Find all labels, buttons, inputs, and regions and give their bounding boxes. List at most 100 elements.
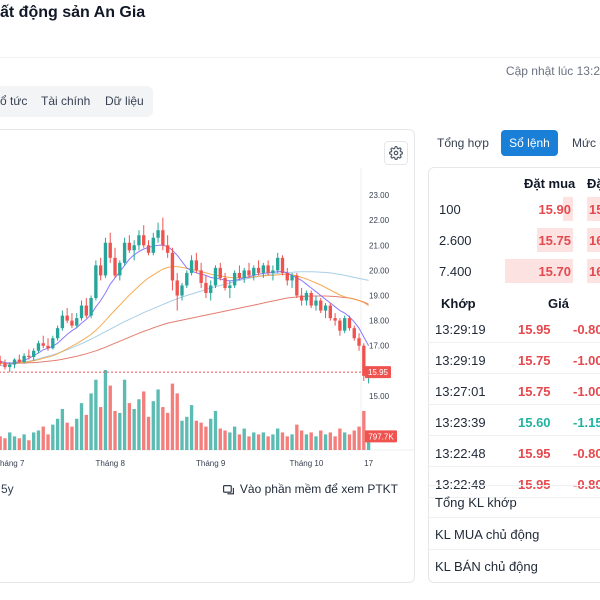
candle-body [295, 275, 299, 296]
candle-body [46, 345, 50, 349]
bid-depth-bar [537, 228, 573, 252]
tab-dividends[interactable]: ổ tức [0, 94, 28, 108]
volume-bar [31, 432, 36, 450]
volume-bar [223, 430, 227, 450]
candle-body [237, 272, 242, 278]
candle-body [194, 260, 199, 271]
section-tabs: ổ tức Tài chính Dữ liệu [0, 86, 153, 117]
volume-bar [127, 403, 132, 450]
y-tick-label: 23.00 [369, 191, 390, 200]
candle-body [185, 272, 189, 286]
volume-bar [180, 420, 184, 450]
order-book-panel: Đặt mua Đặ 100 15.90 15 2.600 15.75 16 7.400 15… [428, 167, 600, 583]
volume-bar [46, 434, 50, 450]
open-ptkt-link[interactable]: Vào phần mềm để xem PTKT [222, 482, 398, 496]
y-tick-label: 17.00 [369, 342, 390, 351]
candle-body [170, 252, 175, 281]
bid-price: 15.75 [538, 233, 571, 248]
volume-bar [189, 405, 194, 450]
volume-bar [333, 436, 337, 450]
order-book-row: 7.400 15.70 16 [429, 256, 600, 286]
volume-bar [194, 420, 199, 450]
match-time: 13:29:19 [435, 322, 486, 337]
volume-bar [352, 430, 356, 450]
time-range-label[interactable]: 5y [1, 482, 14, 496]
candle-body [146, 245, 151, 253]
volume-bar [137, 399, 141, 450]
external-window-icon [223, 484, 234, 494]
candle-body [232, 272, 237, 286]
candle-body [94, 265, 98, 299]
x-tick-label: Tháng 7 [0, 459, 25, 468]
bid-volume: 7.400 [439, 264, 472, 279]
moving-average-long [0, 295, 369, 364]
tab-data[interactable]: Dữ liệu [105, 94, 144, 108]
volume-bar [0, 436, 2, 450]
volume-bar [55, 418, 60, 450]
volume-bar [266, 436, 270, 450]
volume-bar [261, 432, 266, 450]
match-price: 15.60 [518, 415, 551, 430]
volume-bar [328, 432, 333, 450]
bid-price: 15.70 [538, 264, 571, 279]
tab-order-book[interactable]: Sổ lệnh [501, 130, 558, 156]
volume-bar [314, 436, 318, 450]
candle-body [22, 355, 26, 363]
summary-label: Tổng KL khớp [435, 495, 517, 510]
candle-body [328, 305, 333, 319]
candle-body [299, 295, 304, 301]
candlestick-chart[interactable]: 23.0022.0021.0020.0019.0018.0017.0016.00… [0, 130, 415, 470]
candle-body [280, 257, 285, 273]
volume-bar [280, 432, 285, 450]
ptkt-label: Vào phần mềm để xem PTKT [239, 482, 398, 496]
candle-body [84, 305, 88, 316]
candle-body [319, 300, 323, 311]
ask-price: 16 [589, 233, 600, 248]
volume-bar [319, 430, 323, 450]
volume-bar [309, 432, 313, 450]
volume-bar [213, 410, 218, 450]
match-row: 13:29:19 15.75 -1.00 [429, 344, 600, 374]
candle-body [347, 318, 352, 329]
volume-bar [122, 379, 127, 450]
candle-body [247, 270, 251, 276]
summary-label: KL BÁN chủ động [435, 559, 538, 574]
volume-bar [242, 428, 246, 450]
candle-body [132, 245, 136, 251]
candle-body [357, 338, 361, 346]
ask-price: 15 [589, 202, 600, 217]
candle-body [3, 363, 7, 368]
volume-bar [12, 436, 17, 450]
tab-finance[interactable]: Tài chính [41, 94, 91, 108]
volume-bar [89, 393, 93, 450]
bid-volume: 2.600 [439, 233, 472, 248]
volume-bar [204, 426, 208, 450]
match-row: 13:27:01 15.75 -1.00 [429, 375, 600, 405]
candle-body [309, 293, 313, 306]
gear-icon[interactable] [384, 141, 408, 165]
tab-price-levels[interactable]: Mức g [572, 136, 600, 150]
candle-body [175, 280, 179, 296]
candle-body [118, 262, 122, 276]
volume-bar [108, 385, 112, 450]
candle-body [276, 257, 280, 271]
match-change: -0.80 [573, 322, 600, 337]
candle-body [137, 235, 141, 246]
y-tick-label: 21.00 [369, 241, 390, 250]
candle-body [290, 275, 294, 281]
tab-summary[interactable]: Tổng hợp [437, 136, 489, 150]
header-divider [0, 57, 600, 58]
candle-body [252, 267, 256, 276]
ask-cell: 16 [587, 259, 600, 283]
volume-bar [357, 426, 361, 450]
volume-bar [295, 424, 299, 450]
volume-bar [156, 389, 160, 450]
candle-body [362, 345, 366, 376]
y-tick-label: 20.00 [369, 266, 390, 275]
volume-bar [199, 422, 203, 450]
bid-volume: 100 [439, 202, 461, 217]
volume-bar [362, 410, 366, 450]
volume-bar [84, 414, 88, 450]
match-price: 15.95 [518, 322, 551, 337]
moving-average-short [0, 244, 370, 364]
